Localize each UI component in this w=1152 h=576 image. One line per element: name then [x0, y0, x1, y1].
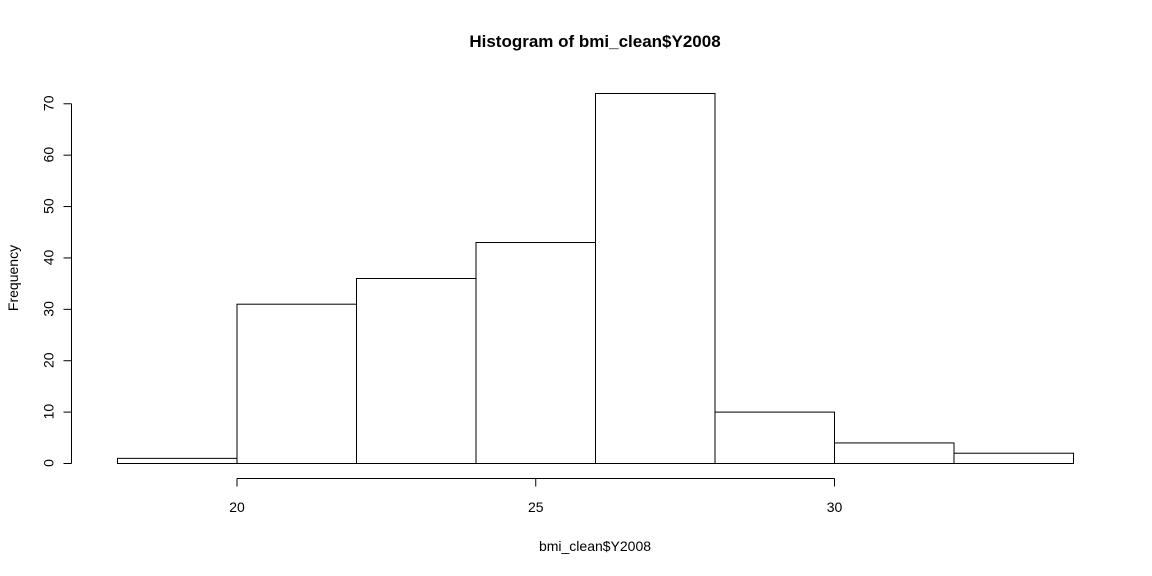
histogram-bar-5	[714, 411, 835, 465]
histogram-bar-2	[356, 278, 477, 464]
histogram-bar-0	[117, 457, 238, 465]
y-tick-label-20: 20	[41, 352, 57, 368]
x-axis: 20 25 30	[229, 478, 843, 515]
y-tick-label-60: 60	[41, 147, 57, 163]
x-tick-label-20: 20	[229, 499, 245, 515]
bars-group	[117, 93, 1074, 465]
histogram-bar-1	[236, 303, 357, 465]
histogram-bar-7	[953, 452, 1074, 465]
y-tick-label-70: 70	[41, 95, 57, 111]
x-tick-label-25: 25	[528, 499, 544, 515]
y-tick-label-0: 0	[41, 459, 57, 467]
x-tick-label-30: 30	[827, 499, 843, 515]
y-axis-label: Frequency	[5, 245, 21, 311]
y-axis: 0 10 20 30 40 50 60 70	[41, 95, 72, 467]
y-tick-label-10: 10	[41, 404, 57, 420]
histogram-bar-6	[834, 442, 955, 465]
y-tick-label-40: 40	[41, 249, 57, 265]
chart-title: Histogram of bmi_clean$Y2008	[469, 32, 720, 51]
histogram-bar-4	[595, 93, 716, 464]
y-tick-label-50: 50	[41, 198, 57, 214]
histogram-bar-3	[475, 242, 596, 464]
y-tick-label-30: 30	[41, 301, 57, 317]
x-axis-label: bmi_clean$Y2008	[539, 538, 651, 554]
